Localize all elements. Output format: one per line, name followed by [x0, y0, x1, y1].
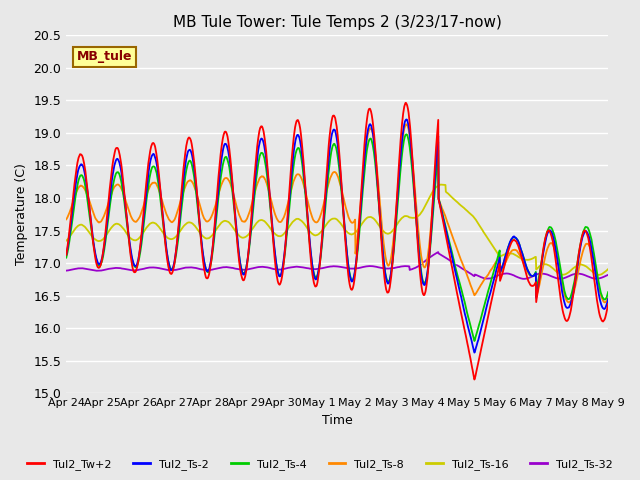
Legend: Tul2_Tw+2, Tul2_Ts-2, Tul2_Ts-4, Tul2_Ts-8, Tul2_Ts-16, Tul2_Ts-32: Tul2_Tw+2, Tul2_Ts-2, Tul2_Ts-4, Tul2_Ts… — [23, 455, 617, 474]
Title: MB Tule Tower: Tule Temps 2 (3/23/17-now): MB Tule Tower: Tule Temps 2 (3/23/17-now… — [173, 15, 502, 30]
Y-axis label: Temperature (C): Temperature (C) — [15, 163, 28, 265]
Text: MB_tule: MB_tule — [77, 50, 132, 63]
X-axis label: Time: Time — [322, 414, 353, 427]
